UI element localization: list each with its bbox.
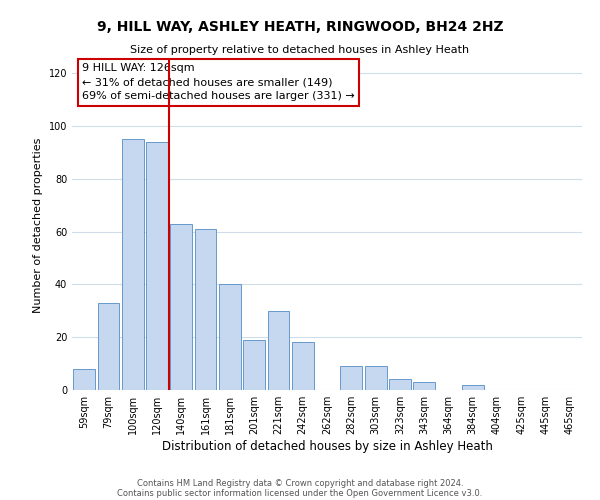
Y-axis label: Number of detached properties: Number of detached properties — [33, 138, 43, 312]
Bar — [122, 139, 143, 390]
Bar — [73, 369, 95, 390]
Text: 9 HILL WAY: 126sqm
← 31% of detached houses are smaller (149)
69% of semi-detach: 9 HILL WAY: 126sqm ← 31% of detached hou… — [82, 64, 355, 102]
Bar — [170, 224, 192, 390]
Bar — [413, 382, 435, 390]
Bar — [219, 284, 241, 390]
Bar — [462, 384, 484, 390]
Text: 9, HILL WAY, ASHLEY HEATH, RINGWOOD, BH24 2HZ: 9, HILL WAY, ASHLEY HEATH, RINGWOOD, BH2… — [97, 20, 503, 34]
Bar — [268, 311, 289, 390]
X-axis label: Distribution of detached houses by size in Ashley Heath: Distribution of detached houses by size … — [161, 440, 493, 453]
Text: Contains public sector information licensed under the Open Government Licence v3: Contains public sector information licen… — [118, 488, 482, 498]
Bar — [389, 380, 411, 390]
Text: Size of property relative to detached houses in Ashley Heath: Size of property relative to detached ho… — [130, 45, 470, 55]
Bar — [243, 340, 265, 390]
Bar — [340, 366, 362, 390]
Bar — [146, 142, 168, 390]
Bar — [194, 229, 217, 390]
Bar — [365, 366, 386, 390]
Bar — [97, 303, 119, 390]
Bar — [292, 342, 314, 390]
Text: Contains HM Land Registry data © Crown copyright and database right 2024.: Contains HM Land Registry data © Crown c… — [137, 478, 463, 488]
